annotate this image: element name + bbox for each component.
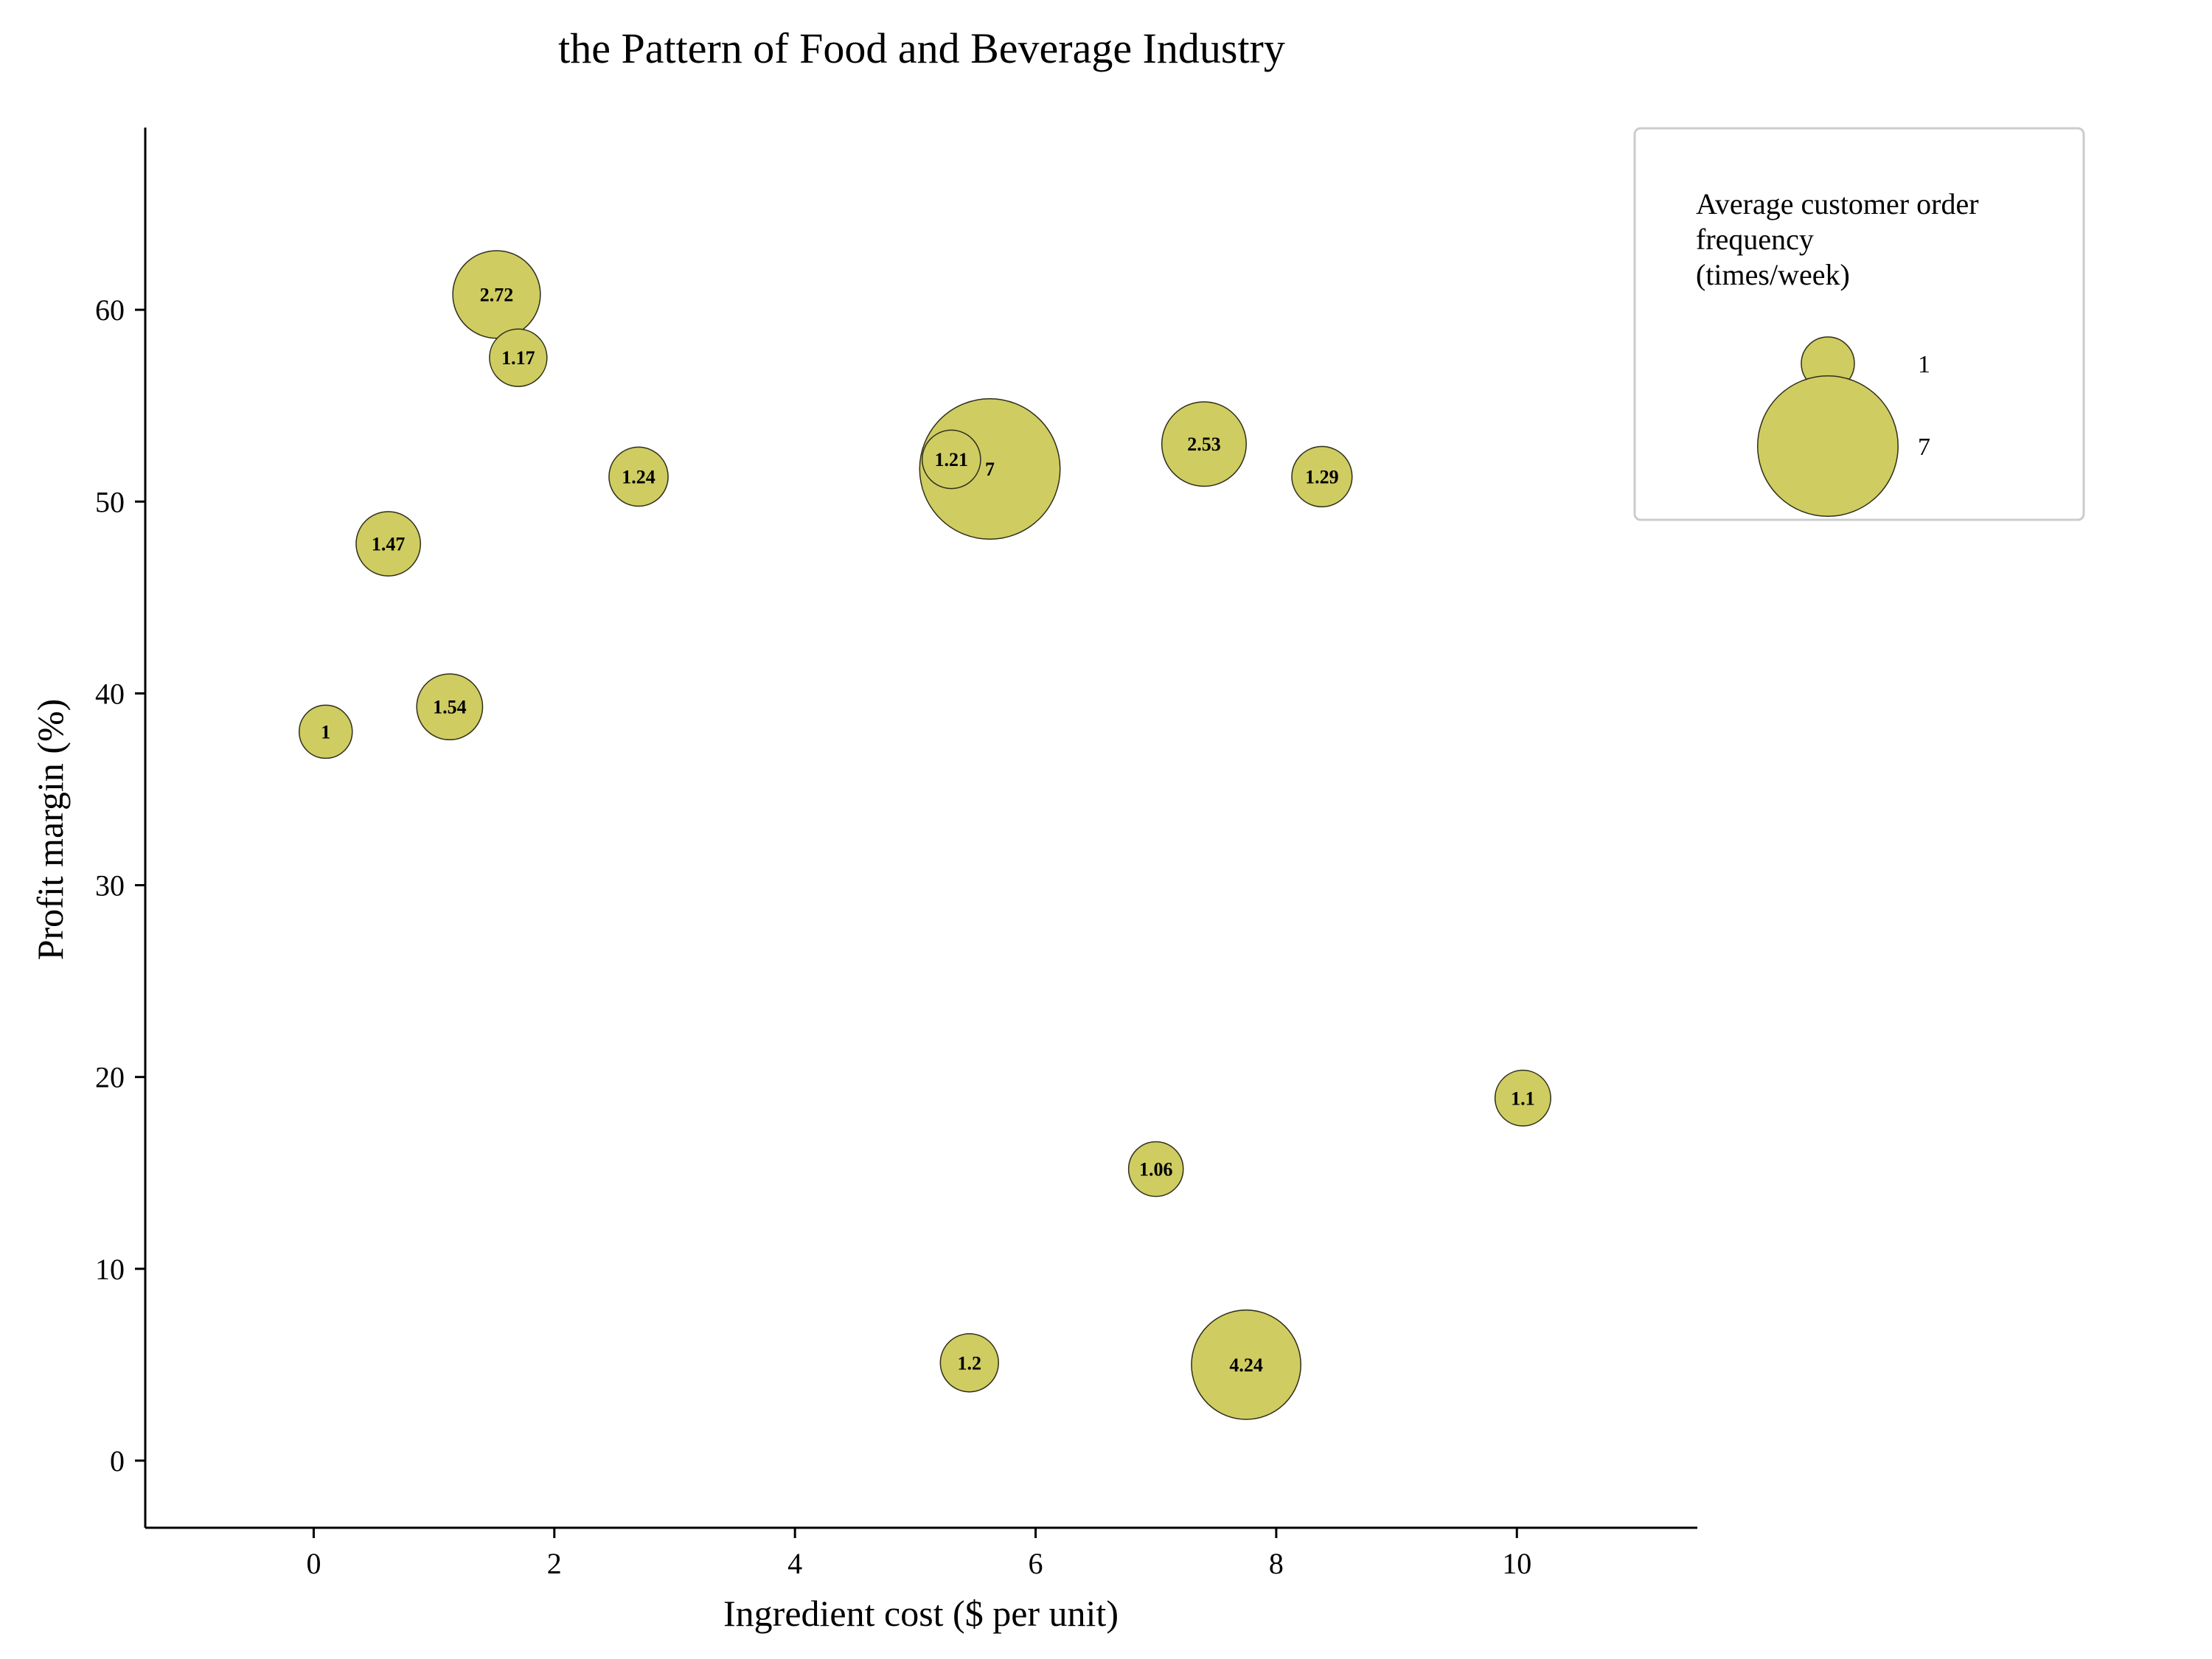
bubble-data-label: 1.1: [1511, 1088, 1535, 1109]
bubble-data-label: 7: [985, 459, 995, 480]
bubble-data-label: 1: [321, 721, 330, 742]
y-tick-label: 50: [95, 485, 125, 518]
y-tick-label: 0: [110, 1444, 125, 1478]
y-axis-ticks: 0 10 20 30 40 50 60: [95, 293, 145, 1478]
bubble-data-label: 1.17: [501, 347, 535, 369]
y-axis-label: Profit margin (%): [29, 699, 71, 961]
bubble-data-label: 1.06: [1139, 1159, 1173, 1180]
bubble-data-label: 1.21: [935, 449, 969, 470]
legend-entry-label: 1: [1918, 351, 1930, 378]
bubble-data-label: 4.24: [1229, 1354, 1263, 1376]
legend: Average customer order frequency (times/…: [1635, 128, 2084, 520]
bubble-data-label: 2.72: [480, 284, 514, 305]
bubble-data-label: 2.53: [1187, 434, 1221, 455]
legend-title-line-2: frequency: [1696, 223, 1814, 256]
x-tick-label: 6: [1029, 1547, 1043, 1580]
x-tick-label: 0: [306, 1547, 321, 1580]
y-tick-label: 30: [95, 869, 125, 902]
legend-bubble: [1758, 376, 1898, 516]
bubble-data-label: 1.2: [958, 1352, 982, 1374]
x-tick-label: 10: [1502, 1547, 1531, 1580]
x-tick-label: 4: [787, 1547, 802, 1580]
y-tick-label: 40: [95, 677, 125, 710]
bubble-data-label: 1.47: [372, 533, 406, 554]
legend-entry-label: 7: [1918, 434, 1930, 461]
x-tick-label: 8: [1269, 1547, 1284, 1580]
y-tick-label: 10: [95, 1253, 125, 1286]
legend-title-line-1: Average customer order: [1696, 187, 1979, 220]
bubble-data-label: 1.29: [1305, 466, 1339, 487]
chart-title: the Pattern of Food and Beverage Industr…: [558, 24, 1285, 72]
legend-title-line-3: (times/week): [1696, 258, 1850, 291]
x-axis-ticks: 0 2 4 6 8 10: [306, 1528, 1531, 1580]
x-tick-label: 2: [547, 1547, 562, 1580]
x-axis-label: Ingredient cost ($ per unit): [723, 1593, 1119, 1634]
y-tick-label: 20: [95, 1061, 125, 1094]
bubble-data-label: 1.24: [622, 466, 655, 487]
bubble-series: 1 1.47 1.54 2.72 1.17 1.24 7 1.21 1.2 1.06 2.53 4.2…: [299, 251, 1551, 1419]
y-tick-label: 60: [95, 293, 125, 327]
bubble-data-label: 1.54: [433, 697, 467, 718]
